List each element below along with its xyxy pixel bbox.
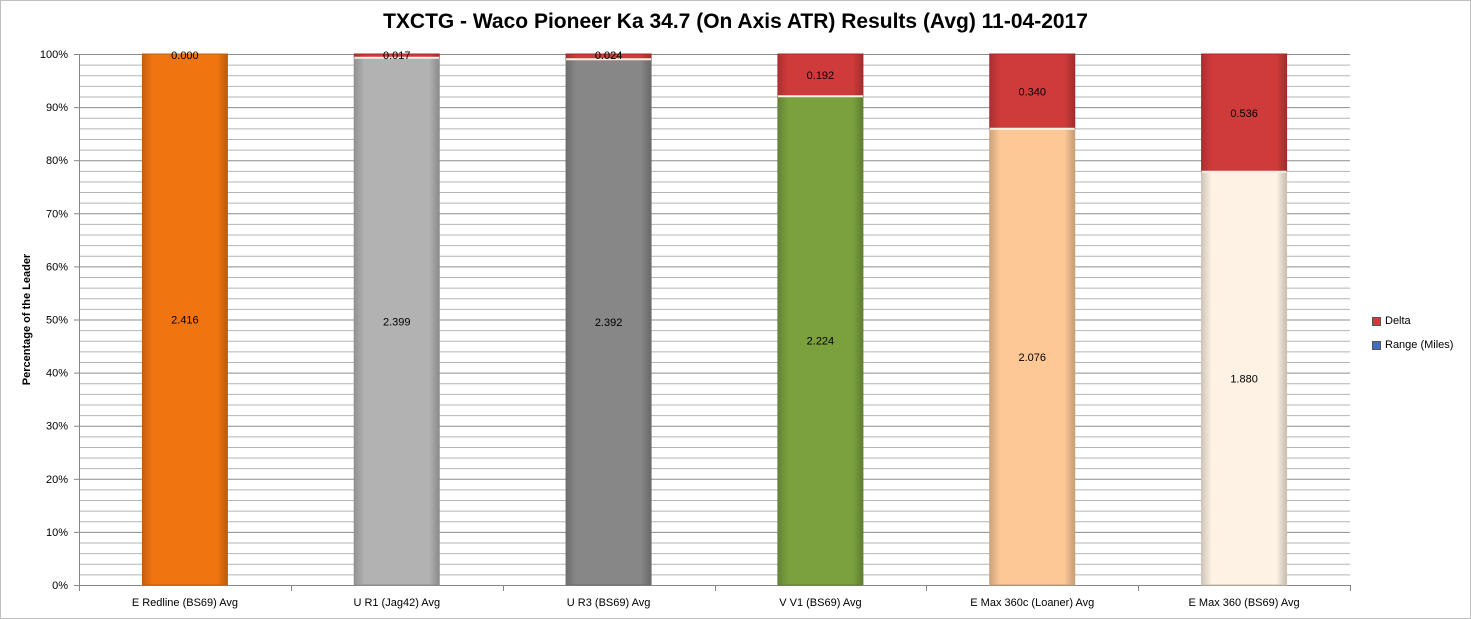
data-label-range: 2.224	[807, 336, 835, 348]
data-label-range: 2.076	[1018, 352, 1046, 364]
data-label-range: 2.399	[383, 316, 411, 328]
legend: Delta Range (Miles)	[1372, 309, 1453, 357]
bar-delta	[1201, 53, 1288, 173]
data-label-range: 2.392	[595, 317, 623, 329]
bar-range	[989, 128, 1076, 586]
x-tick-label: E Max 360c (Loaner) Avg	[970, 597, 1094, 609]
data-label-delta: 0.000	[171, 50, 199, 62]
y-tick-label: 10%	[46, 527, 68, 539]
y-tick-label: 100%	[40, 49, 68, 61]
data-label-delta: 0.536	[1230, 108, 1258, 120]
y-tick-label: 70%	[46, 208, 68, 220]
bar-range	[141, 53, 228, 586]
legend-label-range: Range (Miles)	[1385, 339, 1454, 351]
chart-title: TXCTG - Waco Pioneer Ka 34.7 (On Axis AT…	[383, 10, 1088, 33]
y-axis-title: Percentage of the Leader	[21, 253, 33, 385]
data-label-delta: 0.017	[383, 50, 411, 62]
y-tick-label: 60%	[46, 261, 68, 273]
legend-item-delta: Delta	[1372, 309, 1453, 333]
bar-range	[565, 58, 652, 586]
bar-range	[353, 57, 440, 586]
y-tick-label: 20%	[46, 474, 68, 486]
data-label-range: 2.416	[171, 315, 199, 327]
data-label-delta: 0.024	[595, 50, 623, 62]
data-label-delta: 0.192	[807, 70, 835, 82]
y-tick-label: 80%	[46, 155, 68, 167]
legend-label-delta: Delta	[1385, 315, 1411, 327]
x-tick-label: E Max 360 (BS69) Avg	[1189, 597, 1300, 609]
legend-swatch-range	[1372, 340, 1381, 350]
y-tick-label: 50%	[46, 315, 68, 327]
bar-range	[777, 95, 864, 586]
x-tick-label: E Redline (BS69) Avg	[132, 597, 238, 609]
y-tick-label: 90%	[46, 102, 68, 114]
bar-range	[1201, 171, 1288, 586]
legend-swatch-delta	[1372, 316, 1381, 326]
y-tick-label: 0%	[52, 580, 68, 592]
legend-item-range: Range (Miles)	[1372, 333, 1453, 357]
y-tick-label: 30%	[46, 421, 68, 433]
x-tick-label: U R3 (BS69) Avg	[567, 597, 651, 609]
data-label-delta: 0.340	[1018, 86, 1046, 98]
y-tick-label: 40%	[46, 368, 68, 380]
data-label-range: 1.880	[1230, 373, 1258, 385]
bar-delta	[989, 53, 1076, 130]
x-tick-label: V V1 (BS69) Avg	[779, 597, 861, 609]
bar-delta	[777, 53, 864, 97]
x-tick-label: U R1 (Jag42) Avg	[353, 597, 440, 609]
